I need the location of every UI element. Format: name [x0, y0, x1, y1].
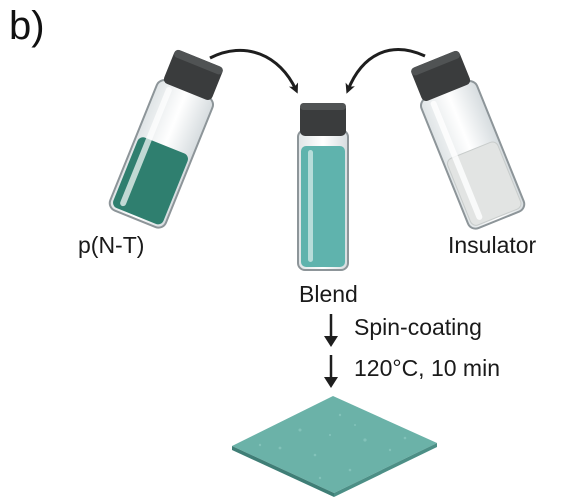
panel-label: b)	[9, 4, 45, 48]
coated-film	[232, 396, 437, 497]
process-arrow-2	[324, 355, 338, 388]
vial-left	[108, 49, 223, 229]
step-annealing: 120°C, 10 min	[354, 355, 500, 381]
vial-right	[411, 50, 526, 230]
vial-right-liquid	[447, 141, 522, 226]
vial-right-label: Insulator	[448, 232, 537, 258]
vial-center	[297, 103, 349, 271]
film-edge-right	[334, 443, 437, 497]
step-spin-coating: Spin-coating	[354, 314, 482, 340]
film-top	[232, 396, 437, 493]
film-texture	[258, 413, 407, 480]
vial-left-label: p(N-T)	[78, 232, 145, 258]
arrow-right-to-blend	[345, 48, 426, 94]
vial-center-liquid	[301, 146, 345, 267]
vial-center-label: Blend	[299, 281, 358, 307]
process-arrow-1	[324, 314, 338, 347]
vial-left-liquid	[113, 137, 188, 225]
film-edge-left	[232, 446, 334, 497]
arrow-left-to-blend	[209, 48, 299, 94]
vial-center-cap	[300, 103, 346, 136]
